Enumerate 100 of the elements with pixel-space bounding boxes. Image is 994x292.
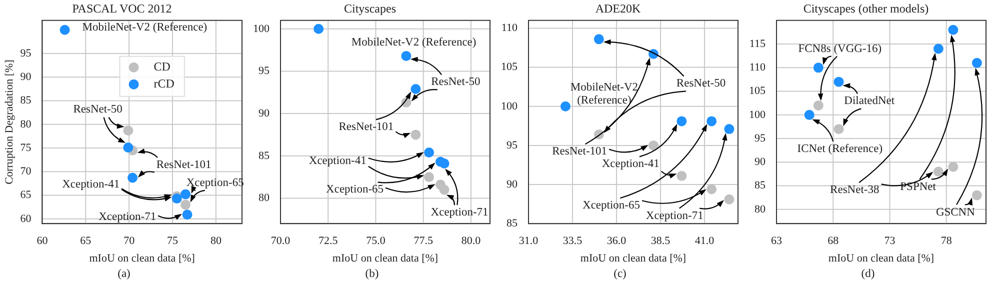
point	[724, 124, 734, 134]
point	[813, 62, 824, 73]
annotation: FCN8s (VGG-16)	[798, 42, 882, 55]
annotation: ResNet-38	[830, 184, 880, 196]
y-tick-label: 110	[501, 22, 518, 34]
y-tick-label: 80	[754, 203, 766, 216]
point	[410, 84, 421, 94]
x-tick-label: 60	[36, 235, 48, 248]
point	[706, 184, 717, 194]
y-tick-label: 85	[754, 180, 766, 192]
annotation: Xception-65	[582, 200, 640, 212]
point	[972, 190, 982, 200]
x-tick-label: 70.0	[270, 235, 291, 248]
point	[834, 76, 844, 87]
x-tick-label: 80	[210, 235, 222, 248]
y-tick-label: 85	[258, 150, 270, 162]
point	[123, 126, 134, 136]
text: (c)	[614, 268, 627, 280]
y-tick-label: 105	[749, 85, 766, 98]
y-tick-label: 90	[258, 107, 270, 120]
point	[804, 110, 814, 120]
y-tick-label: 105	[501, 61, 518, 74]
annotation: Xception-41	[602, 158, 660, 170]
point	[60, 24, 70, 35]
chart-title: PASCAL VOC 2012	[72, 1, 172, 16]
y-tick-label: 95	[754, 132, 766, 144]
point	[424, 172, 434, 182]
y-tick-label: 95	[506, 139, 518, 152]
x-tick-label: 72.5	[318, 235, 338, 248]
y-tick-label: 90	[20, 71, 32, 83]
point	[180, 200, 191, 210]
point	[933, 166, 944, 177]
point	[560, 101, 570, 112]
x-tick-label: 78	[940, 235, 952, 248]
x-tick-label: 73	[884, 235, 896, 248]
x-tick-label: 33.5	[562, 235, 583, 248]
point	[410, 130, 421, 140]
y-tick-label: 95	[258, 65, 270, 78]
x-tick-label: 68	[828, 235, 840, 248]
point	[676, 170, 687, 181]
y-tick-label: 100	[749, 108, 766, 121]
y-tick-label: 60	[20, 212, 32, 225]
point	[724, 194, 734, 204]
point	[128, 172, 138, 183]
point	[123, 142, 134, 153]
annotation: MobileNet-V2 (Reference)	[570, 81, 638, 106]
y-tick-label: 65	[20, 189, 32, 202]
x-tick-label: 65	[80, 235, 92, 248]
y-tick-label: 80	[258, 192, 270, 204]
point	[439, 184, 450, 195]
point	[972, 58, 982, 68]
annotation: Xception-41	[62, 178, 120, 190]
x-tick-label: 31.0	[518, 235, 539, 248]
point	[813, 100, 824, 110]
point	[933, 44, 944, 54]
text: (a)	[118, 268, 131, 280]
point	[676, 116, 687, 126]
y-tick-label: 115	[749, 38, 766, 50]
y-tick-label: 100	[253, 22, 270, 35]
annotation: ResNet-50	[431, 76, 481, 88]
text: (d)	[861, 268, 875, 280]
annotation: ResNet-101	[552, 146, 608, 158]
point	[172, 194, 182, 204]
legend-label: rCD	[154, 76, 175, 91]
y-tick-label: 100	[501, 100, 518, 112]
annotation: ResNet-101	[338, 121, 394, 134]
x-axis-title: mIoU on clean data [%]	[580, 252, 686, 264]
annotation: ResNet-50	[676, 78, 726, 90]
text: (b)	[365, 268, 379, 280]
annotation: Xception-71	[430, 206, 489, 219]
chart-title: Cityscapes (other models)	[803, 1, 929, 16]
point	[948, 24, 958, 35]
y-tick-label: 95	[20, 47, 32, 60]
y-axis-title: Corruption Degradation [%]	[3, 60, 16, 184]
point	[948, 162, 958, 172]
annotation: Xception-65	[326, 184, 384, 196]
chart-title: Cityscapes	[344, 1, 396, 16]
y-tick-label: 110	[749, 62, 766, 74]
x-axis-title: mIoU on clean data [%]	[332, 252, 438, 264]
legend-label: CD	[154, 60, 171, 74]
y-tick-label: 70	[20, 166, 32, 178]
point	[401, 50, 412, 61]
annotation: ResNet-50	[73, 104, 123, 116]
annotation: DilatedNet	[844, 95, 896, 108]
chart-title: ADE20K	[595, 1, 641, 16]
annotation: Xception-41	[308, 154, 367, 167]
x-axis-title: mIoU on clean data [%]	[828, 252, 934, 264]
y-tick-label: 90	[754, 156, 766, 168]
point	[834, 124, 844, 134]
x-tick-label: 41.0	[694, 235, 715, 248]
annotation: ResNet-101	[156, 159, 212, 172]
x-tick-label: 80.0	[461, 235, 482, 248]
x-tick-label: 77.5	[414, 235, 434, 248]
x-tick-label: 36.0	[606, 235, 627, 248]
y-tick-label: 85	[20, 94, 32, 107]
point	[424, 147, 434, 158]
x-tick-label: 75	[167, 235, 179, 248]
x-tick-label: 70	[124, 235, 136, 248]
annotation: PSPNet	[900, 180, 937, 193]
annotation: Xception-71	[646, 210, 704, 222]
